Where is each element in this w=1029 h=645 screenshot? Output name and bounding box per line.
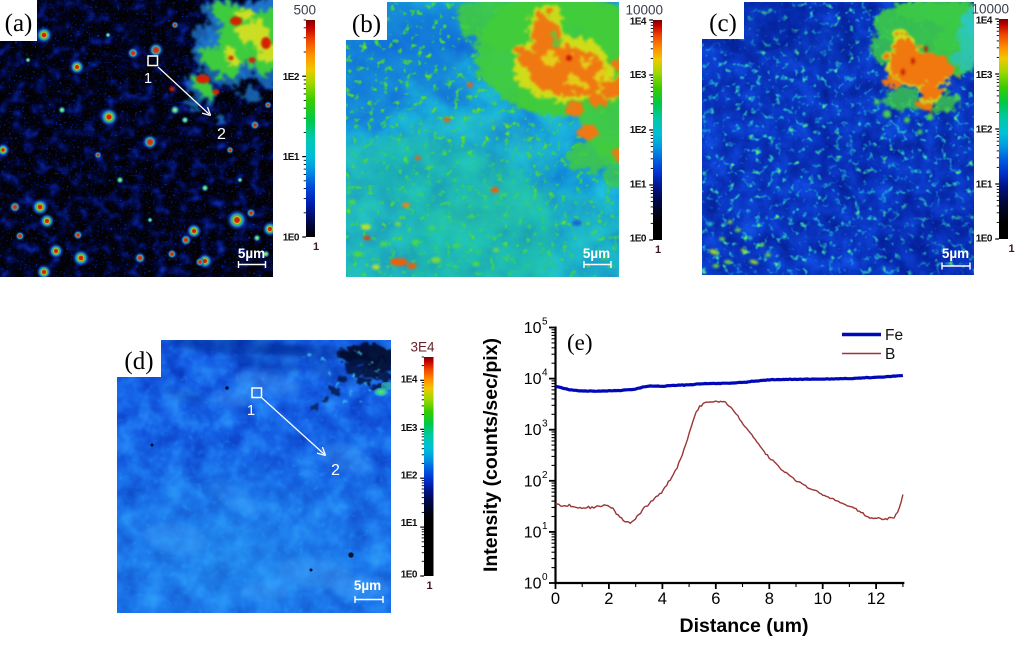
svg-text:1: 1 (542, 521, 548, 532)
svg-text:12: 12 (867, 590, 885, 608)
svg-text:1E2: 1E2 (630, 125, 647, 136)
svg-text:1E3: 1E3 (975, 70, 992, 81)
svg-text:1E3: 1E3 (630, 70, 647, 81)
svg-text:1: 1 (247, 403, 255, 419)
svg-text:5: 5 (542, 317, 548, 328)
svg-text:10: 10 (524, 473, 542, 490)
svg-text:1E0: 1E0 (630, 234, 647, 245)
svg-text:5µm: 5µm (238, 246, 265, 261)
svg-text:1E4: 1E4 (630, 17, 647, 28)
svg-text:2: 2 (331, 462, 340, 479)
svg-text:10: 10 (524, 371, 542, 388)
svg-text:1E0: 1E0 (283, 232, 300, 243)
svg-text:10: 10 (524, 320, 542, 337)
svg-text:1E1: 1E1 (400, 518, 417, 529)
svg-text:1E1: 1E1 (630, 179, 647, 190)
svg-text:5µm: 5µm (354, 578, 381, 593)
svg-text:Fe: Fe (885, 327, 903, 344)
svg-text:1: 1 (313, 241, 319, 253)
svg-text:3: 3 (542, 419, 548, 430)
svg-text:8: 8 (765, 590, 774, 608)
svg-text:1E4: 1E4 (400, 374, 417, 385)
svg-text:2: 2 (217, 126, 226, 143)
svg-text:1E4: 1E4 (975, 16, 992, 27)
svg-text:1E3: 1E3 (400, 423, 417, 434)
svg-text:500: 500 (293, 4, 316, 18)
svg-text:Intensity (counts/sec/pix): Intensity (counts/sec/pix) (480, 338, 502, 572)
svg-text:1E0: 1E0 (400, 569, 417, 580)
svg-text:4: 4 (542, 368, 548, 379)
svg-text:1: 1 (144, 71, 152, 87)
svg-text:1: 1 (426, 580, 432, 592)
svg-text:1E2: 1E2 (400, 470, 417, 481)
svg-text:0: 0 (551, 590, 560, 608)
svg-text:5µm: 5µm (583, 246, 610, 261)
svg-text:2: 2 (542, 470, 548, 481)
svg-text:2: 2 (604, 590, 613, 608)
svg-text:1E1: 1E1 (283, 152, 300, 163)
svg-text:10: 10 (814, 590, 832, 608)
svg-text:1E2: 1E2 (975, 125, 992, 136)
svg-text:10000: 10000 (971, 3, 1009, 17)
svg-text:5µm: 5µm (942, 246, 969, 261)
svg-text:3E4: 3E4 (410, 341, 435, 355)
svg-text:10: 10 (524, 576, 542, 593)
svg-text:1E1: 1E1 (975, 180, 992, 191)
svg-text:B: B (885, 346, 895, 363)
svg-text:1E0: 1E0 (975, 234, 992, 245)
svg-text:10: 10 (524, 524, 542, 541)
svg-text:Distance (um): Distance (um) (680, 615, 809, 637)
svg-text:6: 6 (711, 590, 720, 608)
svg-text:1: 1 (1008, 243, 1014, 255)
svg-text:10: 10 (524, 422, 542, 439)
svg-text:0: 0 (542, 572, 548, 583)
svg-text:4: 4 (658, 590, 667, 608)
svg-text:1E2: 1E2 (283, 71, 300, 82)
svg-text:1: 1 (655, 244, 661, 256)
svg-text:10000: 10000 (625, 4, 663, 18)
svg-text:(e): (e) (567, 330, 593, 355)
